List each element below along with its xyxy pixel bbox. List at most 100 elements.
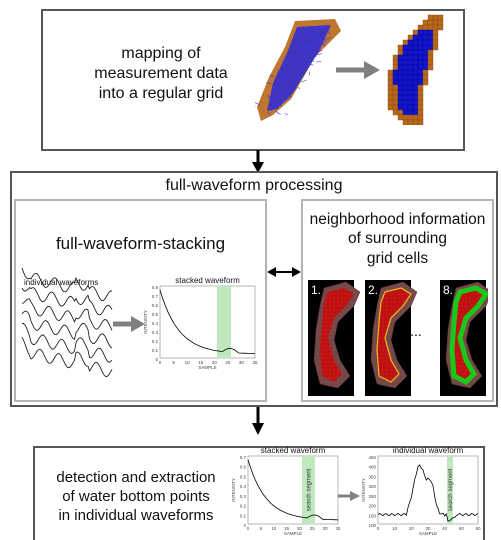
y-tick-label: 400 <box>368 465 376 470</box>
stacked-waveform-chart-2: search segment 0.7 0.6 0.5 0.4 0.3 0.2 0.1 00 5 10… <box>231 446 341 536</box>
chart-title: stacked waveform <box>175 276 240 285</box>
y-axis-label: INTENSITY <box>231 478 236 502</box>
ellipsis-label: ... <box>410 323 422 339</box>
mapping-arrow <box>336 61 380 79</box>
individual-waveform-line <box>21 287 113 316</box>
x-tick-label: 15 <box>198 360 204 365</box>
stacked-waveform-line <box>247 459 338 521</box>
search-segment-label: search segment <box>307 468 313 511</box>
mapping-line-1: mapping of <box>121 45 201 62</box>
individual-waveform-line <box>377 464 479 522</box>
y-tick-label: 0.1 <box>240 513 247 518</box>
y-tick-label: 0.7 <box>152 294 159 299</box>
x-tick-label: 20 <box>297 526 303 531</box>
panel-number-label: 1. <box>311 283 321 297</box>
neighborhood-panel: 1. <box>308 280 361 396</box>
x-axis-label: SAMPLE <box>419 531 437 536</box>
y-tick-label: 300 <box>368 484 376 489</box>
individual-waveform-line <box>21 336 113 378</box>
neighborhood-panels: 1. 2. 8.... <box>308 280 488 396</box>
search-segment <box>302 456 315 524</box>
panel-water-cells <box>320 288 354 382</box>
search-segment <box>447 456 453 524</box>
x-tick-label: 15 <box>284 526 290 531</box>
neighborhood-text: neighborhood information of surrounding … <box>301 210 494 268</box>
y-tick-label: 0.5 <box>240 474 247 479</box>
x-tick-label: 5 <box>260 526 263 531</box>
y-tick-label: 0.2 <box>240 504 247 509</box>
point-cloud-water <box>267 25 331 111</box>
y-tick-label: 0.8 <box>152 285 159 290</box>
y-tick-label: 0.6 <box>240 465 247 470</box>
y-tick-label: 0.4 <box>152 321 159 326</box>
search-segment-label: search segment <box>448 468 454 511</box>
y-tick-label: 0.4 <box>240 484 247 489</box>
y-tick-label: 0.2 <box>152 339 159 344</box>
x-tick-label: 10 <box>271 526 277 531</box>
detection-line-3: in individual waveforms <box>58 506 214 524</box>
chart-plot-area <box>159 285 256 359</box>
y-tick-label: 450 <box>368 455 376 460</box>
y-axis-label: INTENSITY <box>143 310 148 334</box>
chart-title: stacked waveform <box>261 446 326 455</box>
y-tick-label: 100 <box>368 523 376 528</box>
y-tick-label: 0 <box>243 523 246 528</box>
y-tick-label: 150 <box>368 513 376 518</box>
x-tick-label: 30 <box>323 526 329 531</box>
detection-line-2: of water bottom points <box>62 487 210 505</box>
y-tick-label: 0.6 <box>152 303 159 308</box>
panel-number-label: 2. <box>368 283 378 297</box>
x-tick-label: 5 <box>172 360 175 365</box>
x-tick-label: 0 <box>247 526 250 531</box>
bidirectional-arrow <box>267 267 301 277</box>
neighborhood-line-1: neighborhood information <box>309 211 486 228</box>
panel-water-cells <box>452 288 486 382</box>
panel-water-cells <box>377 288 411 382</box>
x-tick-label: 0 <box>377 526 380 531</box>
y-tick-label: 250 <box>368 494 376 499</box>
neighborhood-line-2: of surrounding <box>347 230 448 248</box>
x-tick-label: 60 <box>475 526 481 531</box>
x-tick-label: 35 <box>252 360 258 365</box>
x-tick-label: 30 <box>425 526 431 531</box>
x-tick-label: 50 <box>459 526 465 531</box>
processing-title: full-waveform processing <box>165 177 343 194</box>
detection-line-1: detection and extraction <box>56 469 216 486</box>
detection-arrow <box>338 491 360 501</box>
point-cloud-figure <box>255 19 341 121</box>
stacking-arrow <box>113 316 145 332</box>
x-tick-label: 35 <box>335 526 341 531</box>
panel-number-label: 8. <box>443 283 453 297</box>
x-tick-label: 10 <box>185 360 191 365</box>
x-tick-label: 0 <box>159 360 162 365</box>
x-axis-label: SAMPLE <box>284 531 302 536</box>
panel-boundary-outline <box>376 287 412 383</box>
x-tick-label: 25 <box>225 360 231 365</box>
regular-grid-figure <box>387 14 444 125</box>
y-axis-label: INTENSITY <box>361 478 366 502</box>
x-axis-label: SAMPLE <box>198 365 216 370</box>
connector-arrow-2 <box>252 407 264 435</box>
mapping-step-text: mapping of measurement data into a regul… <box>58 44 264 104</box>
chart-title: individual waveform <box>393 446 464 455</box>
neighborhood-panel: 2. <box>365 280 418 396</box>
y-tick-label: 0 <box>155 357 158 362</box>
x-tick-label: 30 <box>239 360 245 365</box>
panel-highlight-band <box>449 285 488 386</box>
point-cloud-mesh <box>255 24 331 116</box>
individual-waveform-line <box>21 310 113 349</box>
mapping-line-2: measurement data <box>94 65 228 82</box>
individual-waveforms-plot <box>21 267 113 378</box>
search-segment <box>217 286 231 358</box>
stacking-title: full-waveform-stacking <box>55 234 226 253</box>
mapping-line-3: into a regular grid <box>98 85 224 102</box>
x-tick-label: 25 <box>310 526 316 531</box>
stacked-waveform-chart: 0.8 0.7 0.6 0.5 0.4 0.3 0.2 0.1 00 5 10 15 20 25 30 35 S… <box>143 276 258 370</box>
y-tick-label: 350 <box>368 474 376 479</box>
neighborhood-line-3: grid cells <box>366 249 429 267</box>
x-tick-label: 20 <box>409 526 415 531</box>
y-tick-label: 0.3 <box>152 330 159 335</box>
x-tick-label: 10 <box>392 526 398 531</box>
chart-plot-area <box>377 455 479 525</box>
individual-waveform-line <box>22 323 113 363</box>
